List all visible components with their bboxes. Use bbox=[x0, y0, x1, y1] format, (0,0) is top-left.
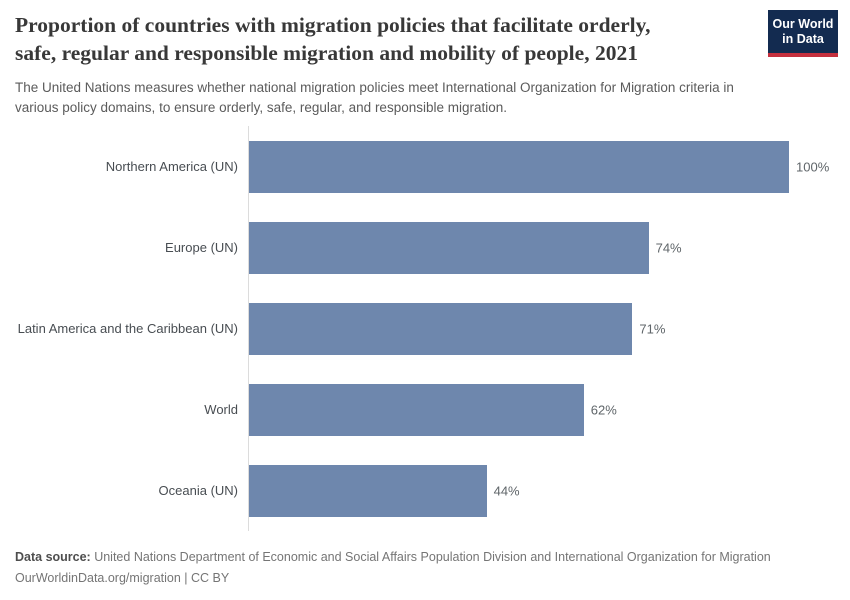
value-label: 100% bbox=[796, 159, 830, 174]
value-label: 44% bbox=[493, 483, 520, 498]
value-label: 71% bbox=[639, 321, 666, 336]
value-label: 74% bbox=[655, 240, 682, 255]
category-label: Latin America and the Caribbean (UN) bbox=[17, 320, 238, 336]
bar-row: Latin America and the Caribbean (UN) 71% bbox=[15, 288, 789, 369]
bar-chart: Northern America (UN) 100% Europe (UN) 7… bbox=[15, 126, 829, 531]
category-label: Northern America (UN) bbox=[105, 158, 238, 174]
bar[interactable] bbox=[249, 221, 649, 274]
citation-url-link[interactable]: OurWorldinData.org/migration bbox=[15, 571, 181, 585]
value-label: 62% bbox=[590, 402, 617, 417]
bar-row: Northern America (UN) 100% bbox=[15, 126, 829, 207]
category-label: World bbox=[204, 401, 238, 417]
bar-track: 44% bbox=[248, 450, 789, 531]
citation-separator: | bbox=[180, 571, 192, 585]
owid-logo-line-1: Our World bbox=[772, 17, 834, 31]
bar-track: 71% bbox=[248, 288, 789, 369]
chart-subtitle: The United Nations measures whether nati… bbox=[15, 78, 734, 117]
datasource-text: United Nations Department of Economic an… bbox=[90, 550, 771, 564]
bar-row: World 62% bbox=[15, 369, 789, 450]
bar-chart-rows: Northern America (UN) 100% Europe (UN) 7… bbox=[15, 126, 829, 531]
bar-track: 74% bbox=[248, 207, 789, 288]
bar[interactable] bbox=[249, 302, 633, 355]
title-line-1: Proportion of countries with migration p… bbox=[15, 13, 651, 37]
datasource-label: Data source: bbox=[15, 550, 91, 564]
citation-license-link[interactable]: CC BY bbox=[191, 571, 230, 585]
datasource-line: Data source: United Nations Department o… bbox=[15, 547, 835, 568]
chart-footer: Data source: United Nations Department o… bbox=[15, 547, 835, 589]
citation-line: OurWorldinData.org/migration | CC BY bbox=[15, 568, 835, 589]
owid-logo-line-2: in Data bbox=[782, 32, 824, 46]
bar-track: 100% bbox=[248, 126, 829, 207]
bar-track: 62% bbox=[248, 369, 789, 450]
category-label: Europe (UN) bbox=[165, 239, 238, 255]
page-title: Proportion of countries with migration p… bbox=[15, 12, 651, 67]
bar[interactable] bbox=[249, 383, 584, 436]
bar[interactable] bbox=[249, 464, 487, 517]
bar[interactable] bbox=[249, 140, 789, 193]
owid-logo[interactable]: Our World in Data bbox=[768, 10, 838, 57]
title-line-2: safe, regular and responsible migration … bbox=[15, 40, 638, 65]
category-label: Oceania (UN) bbox=[158, 482, 238, 498]
bar-row: Europe (UN) 74% bbox=[15, 207, 789, 288]
bar-row: Oceania (UN) 44% bbox=[15, 450, 789, 531]
subtitle-line-1: The United Nations measures whether nati… bbox=[15, 80, 734, 95]
subtitle-line-2: various policy domains, to ensure orderl… bbox=[15, 99, 508, 115]
